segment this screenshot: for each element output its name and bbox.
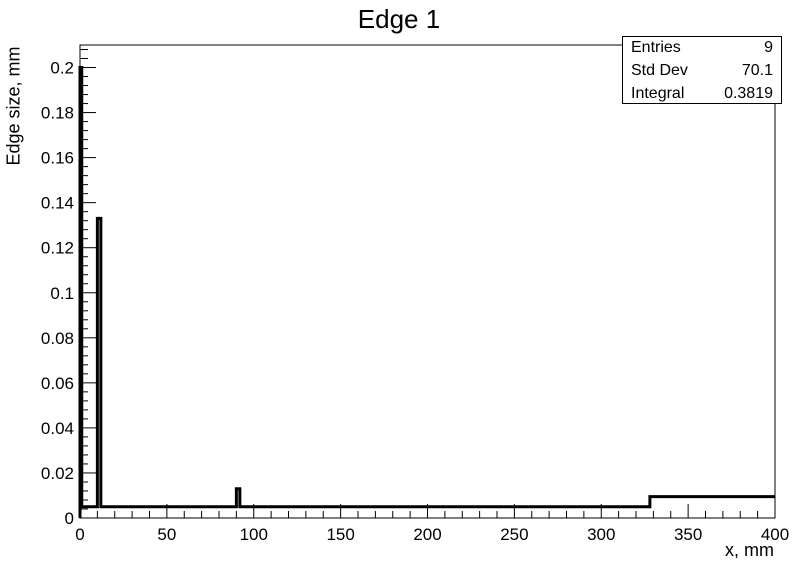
- x-tick-label: 150: [326, 525, 354, 544]
- histogram-bin: [650, 497, 775, 518]
- stats-row-integral: Integral 0.3819: [623, 83, 781, 105]
- plot-frame: [79, 44, 776, 519]
- stats-label: Std Dev: [631, 62, 688, 79]
- stats-row-entries: Entries 9: [623, 37, 781, 59]
- y-tick-label: 0.04: [41, 419, 74, 438]
- x-tick-label: 300: [587, 525, 615, 544]
- x-tick-label: 400: [761, 525, 789, 544]
- histogram-bin: [82, 507, 98, 518]
- y-tick-label: 0.1: [50, 284, 74, 303]
- stats-value: 70.1: [741, 62, 773, 79]
- y-tick-label: 0.2: [50, 59, 74, 78]
- y-tick-label: 0.14: [41, 194, 74, 213]
- stats-box: Entries 9 Std Dev 70.1 Integral 0.3819: [622, 36, 782, 104]
- y-tick-label: 0.08: [41, 329, 74, 348]
- x-tick-label: 50: [157, 525, 176, 544]
- y-tick-label: 0.12: [41, 239, 74, 258]
- y-tick-label: 0.02: [41, 464, 74, 483]
- x-tick-label: 350: [674, 525, 702, 544]
- x-tick-label: 0: [75, 525, 84, 544]
- stats-label: Entries: [631, 39, 681, 56]
- x-tick-label: 100: [240, 525, 268, 544]
- stats-value: 9: [764, 39, 773, 56]
- stats-label: Integral: [631, 85, 685, 102]
- y-tick-label: 0.16: [41, 149, 74, 168]
- x-tick-label: 250: [500, 525, 528, 544]
- y-tick-label: 0: [65, 509, 74, 528]
- y-tick-label: 0.18: [41, 104, 74, 123]
- chart-title: Edge 1: [357, 4, 441, 34]
- stats-value: 0.3819: [724, 85, 773, 102]
- stats-row-std-dev: Std Dev 70.1: [623, 60, 781, 82]
- histogram-bin: [101, 507, 237, 518]
- y-tick-label: 0.06: [41, 374, 74, 393]
- y-axis-label: Edge size, mm: [3, 46, 24, 166]
- x-tick-label: 200: [413, 525, 441, 544]
- x-axis-label: x, mm: [725, 540, 774, 560]
- histogram-line: [78, 66, 775, 518]
